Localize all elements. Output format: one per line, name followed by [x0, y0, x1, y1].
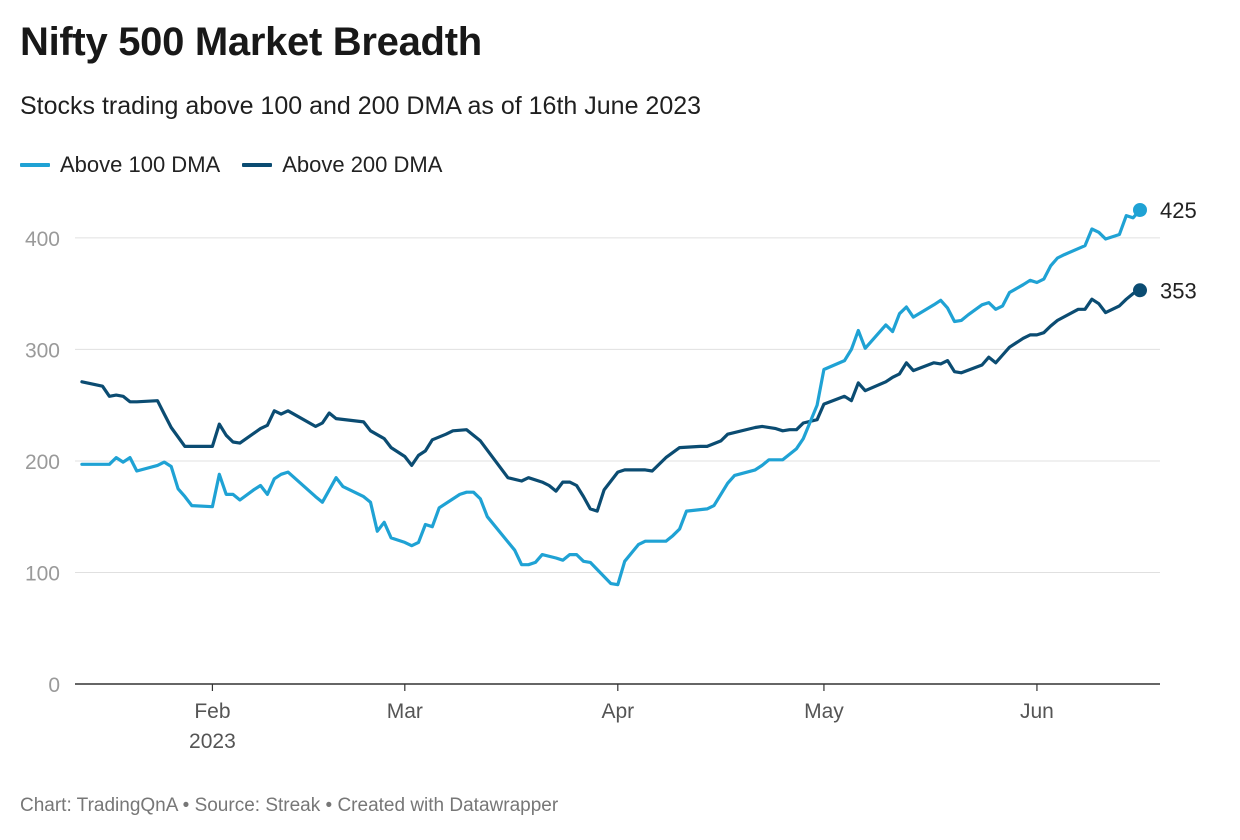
y-tick-label-300: 300 — [25, 339, 60, 362]
x-tick-label-mar: Mar — [387, 700, 423, 723]
legend-swatch-above-100-dma — [20, 163, 50, 167]
series-line-above-200-dma — [80, 288, 1142, 513]
x-tick-label-may: May — [804, 700, 844, 723]
chart-title: Nifty 500 Market Breadth — [20, 20, 482, 64]
y-tick-label-200: 200 — [25, 451, 60, 474]
legend-swatch-above-200-dma — [242, 163, 273, 167]
x-tick-label-apr: Apr — [601, 700, 634, 723]
series-end-label-above-200-dma: 353 — [1160, 278, 1197, 303]
series-end-marker-above-200-dma — [1133, 283, 1147, 298]
x-tick-label-feb: Feb — [194, 700, 230, 723]
legend-item-above-200-dma: Above 200 DMA — [242, 152, 442, 178]
x-tick-label-jun: Jun — [1020, 700, 1054, 723]
legend-label-above-100-dma: Above 100 DMA — [60, 152, 221, 177]
series-end-marker-above-100-dma — [1133, 203, 1147, 217]
x-tick-sublabel-year: 2023 — [189, 730, 236, 753]
legend: Above 100 DMA Above 200 DMA — [20, 152, 464, 178]
series-line-above-100-dma — [80, 208, 1142, 587]
y-tick-label-100: 100 — [25, 562, 60, 585]
legend-item-above-100-dma: Above 100 DMA — [20, 152, 220, 178]
legend-label-above-200-dma: Above 200 DMA — [282, 152, 443, 177]
series-end-label-above-100-dma: 425 — [1160, 198, 1197, 223]
y-tick-label-0: 0 — [48, 674, 60, 697]
chart-subtitle: Stocks trading above 100 and 200 DMA as … — [20, 92, 702, 120]
chart-footer: Chart: TradingQnA • Source: Streak • Cre… — [20, 795, 559, 816]
y-tick-label-400: 400 — [25, 228, 60, 251]
